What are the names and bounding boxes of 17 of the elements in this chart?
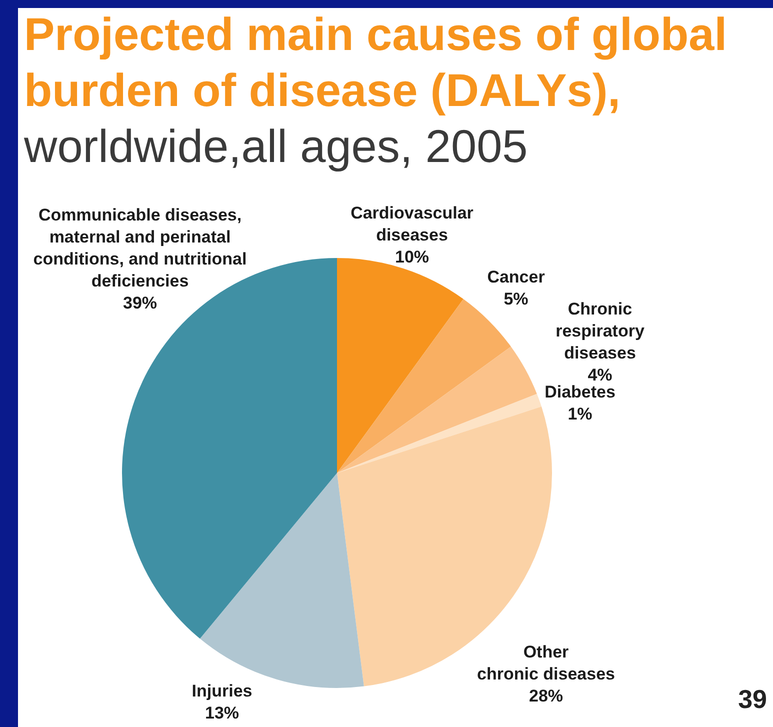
text: 39 bbox=[738, 684, 767, 715]
data-label: 1% bbox=[568, 404, 592, 424]
slice-label: Cardiovascular diseases bbox=[350, 204, 474, 245]
slice-label: Chronic respiratory diseases bbox=[556, 300, 645, 363]
data-label: 28% bbox=[528, 686, 564, 706]
data-label: 4% bbox=[588, 366, 612, 385]
data-label: 13% bbox=[204, 704, 240, 723]
slice-label: Injuries bbox=[192, 682, 252, 701]
slice-label: Communicable diseases, maternal and perinatal conditions, and nutritional deficiencies bbox=[33, 206, 247, 291]
chart-title: Projected main causes of global burden of disease (DALYs), bbox=[24, 8, 727, 116]
data-label: 10% bbox=[394, 248, 430, 267]
data-label: 5% bbox=[504, 290, 528, 309]
data-label: 39% bbox=[122, 294, 158, 313]
chart-subtitle: worldwide,all ages, 2005 bbox=[23, 120, 528, 172]
slice-label: Diabetes bbox=[544, 382, 616, 402]
slice-label: Cancer bbox=[487, 268, 546, 287]
slice-label: Other chronic diseases bbox=[477, 642, 615, 684]
